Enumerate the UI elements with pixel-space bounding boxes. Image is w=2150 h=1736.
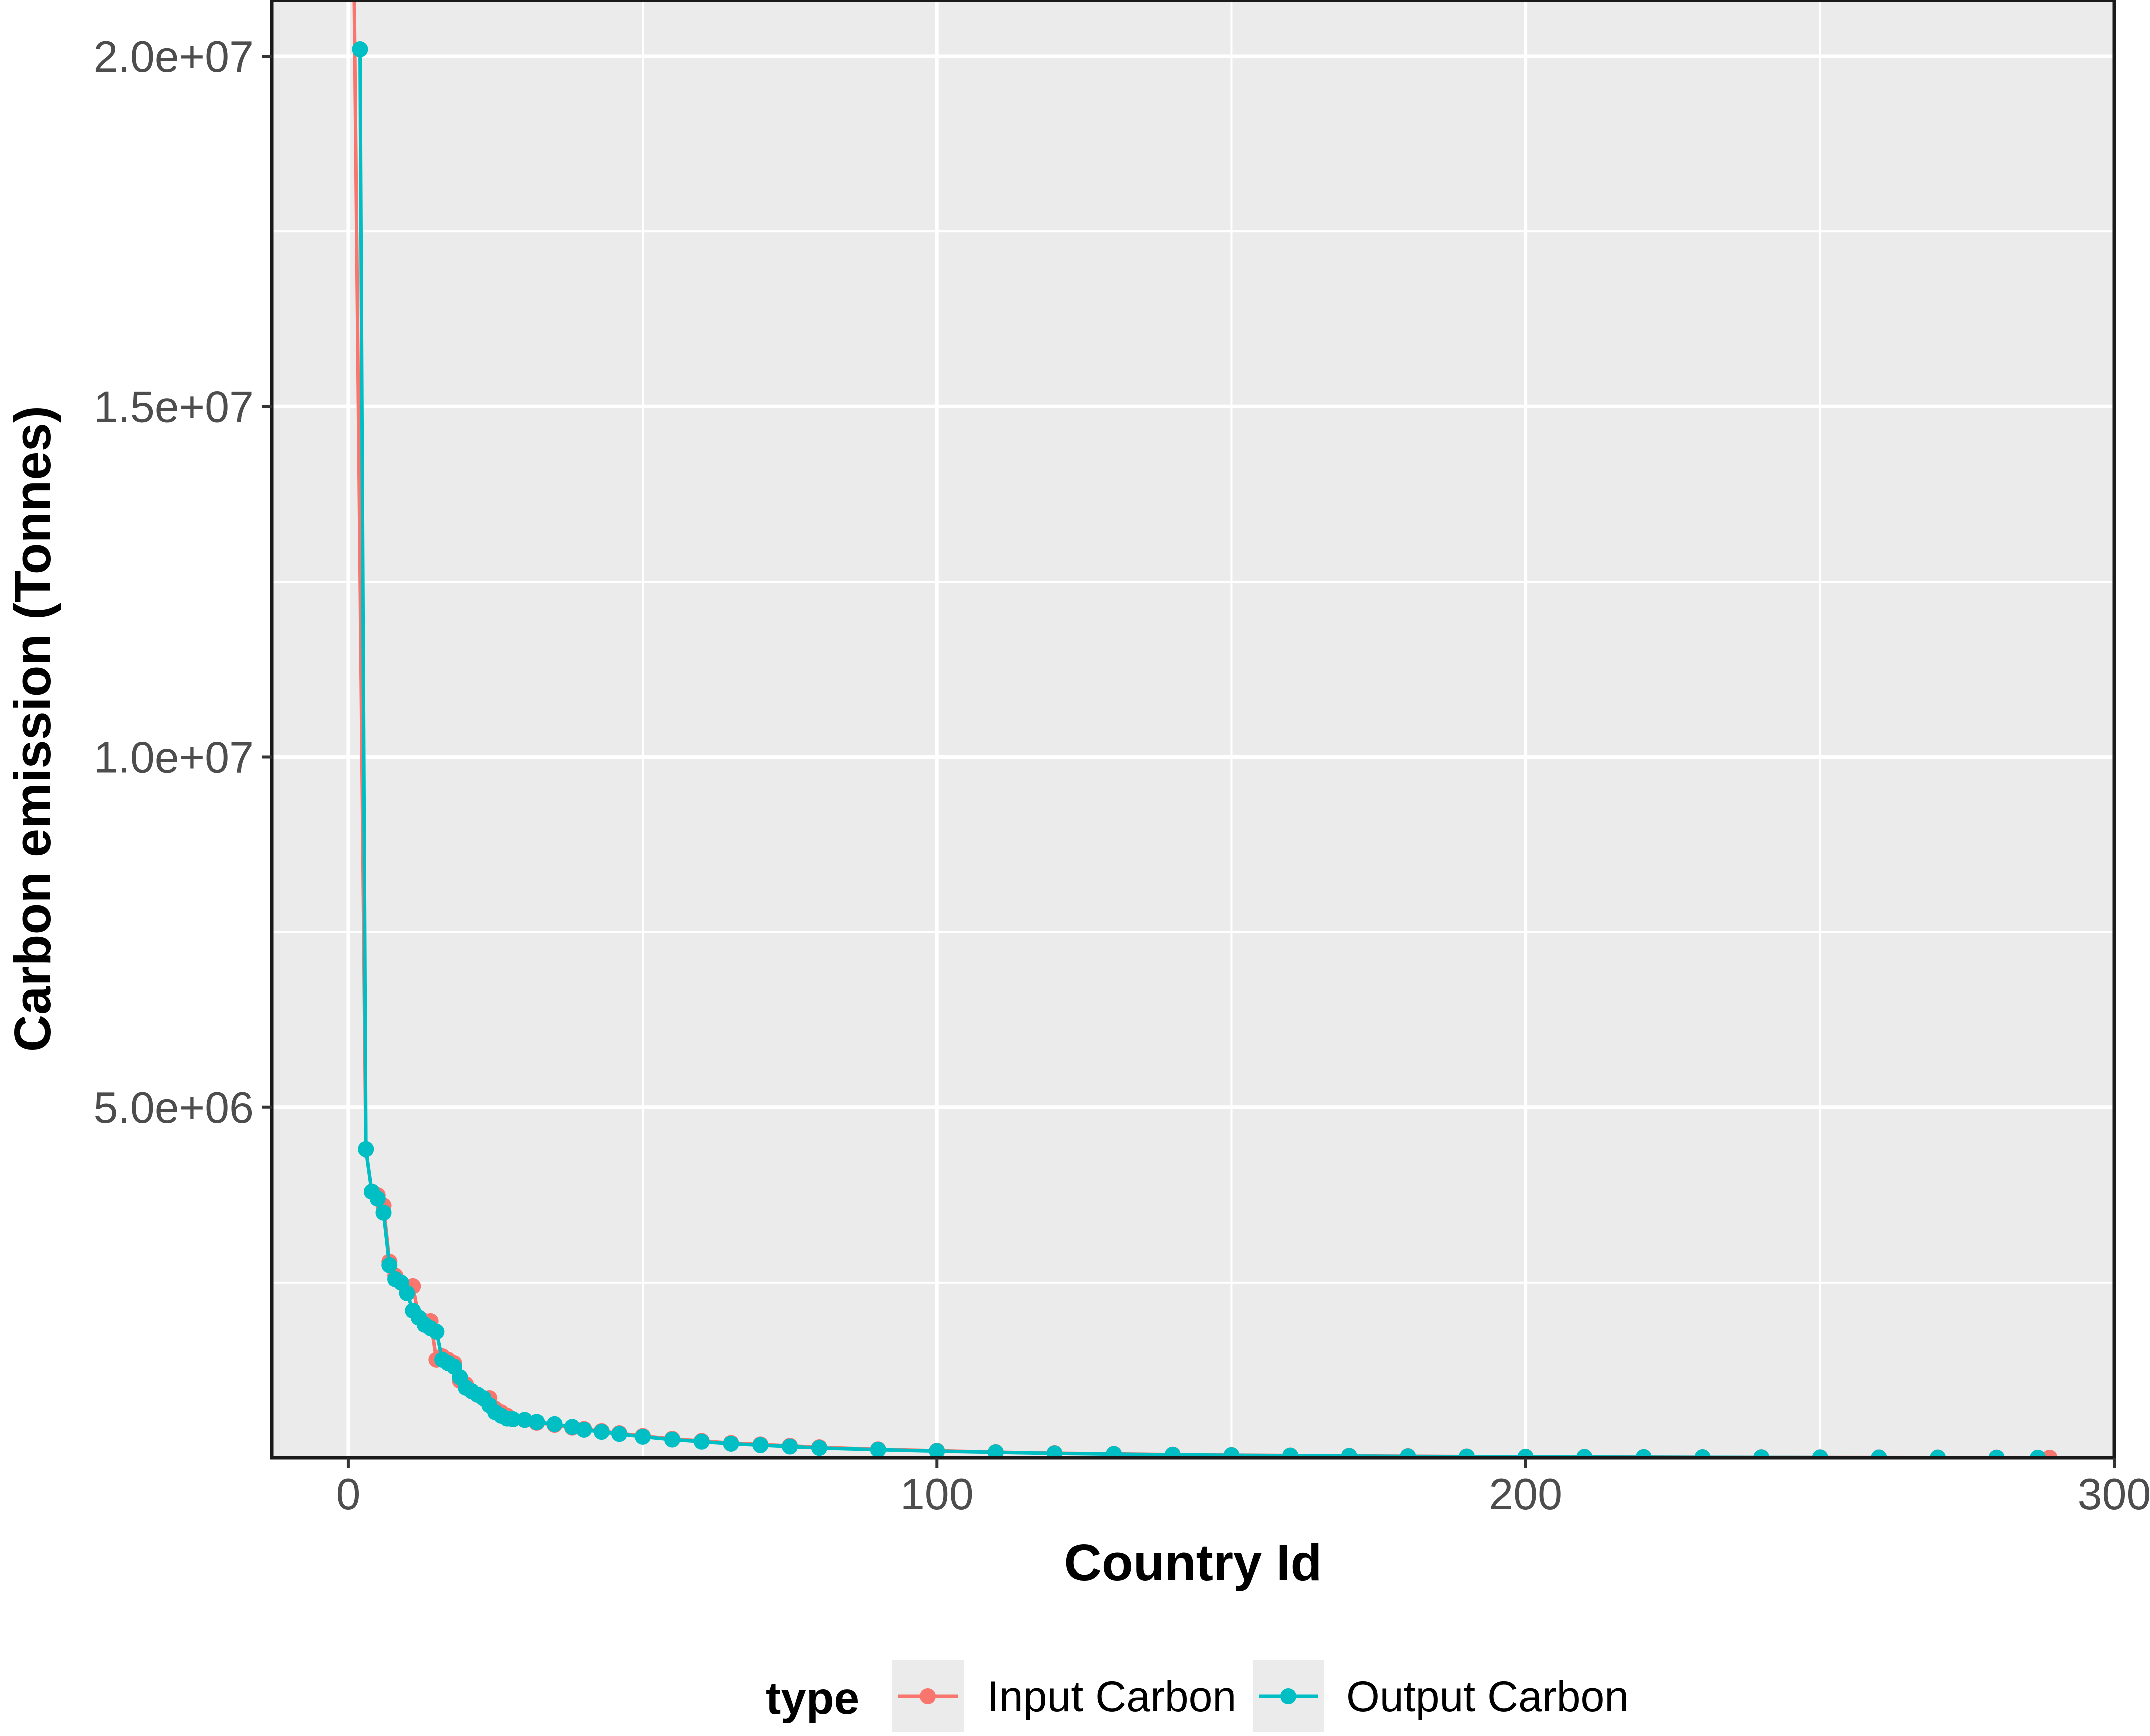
data-point — [929, 1443, 945, 1458]
legend-key-point — [1280, 1688, 1296, 1704]
data-point — [1871, 1449, 1887, 1458]
data-point — [428, 1323, 445, 1340]
x-axis-title: Country Id — [1064, 1534, 1322, 1591]
data-point — [1576, 1449, 1593, 1458]
data-point — [811, 1440, 828, 1456]
data-point — [693, 1433, 710, 1450]
x-tick-label: 0 — [336, 1469, 360, 1519]
data-point — [1282, 1447, 1299, 1458]
axis-ticks — [262, 55, 2116, 1468]
data-point — [369, 1190, 386, 1207]
data-point — [1341, 1448, 1357, 1458]
data-point — [1517, 1449, 1534, 1458]
y-tick-label: 1.0e+07 — [93, 733, 254, 782]
data-point — [1694, 1449, 1711, 1458]
data-point — [1106, 1446, 1122, 1458]
data-point — [611, 1426, 628, 1442]
x-tick-label: 100 — [900, 1469, 974, 1519]
legend-key-output-carbon: Output Carbon — [1253, 1660, 1629, 1732]
data-point — [1930, 1449, 1946, 1458]
data-point — [723, 1435, 739, 1452]
minor-gridlines — [272, 0, 2114, 1458]
data-point — [381, 1257, 398, 1273]
data-point — [375, 1204, 392, 1221]
data-point — [664, 1431, 680, 1448]
y-tick-label: 5.0e+06 — [93, 1083, 254, 1132]
data-point — [528, 1414, 545, 1430]
data-point — [1988, 1449, 2005, 1458]
data-point — [1164, 1446, 1181, 1458]
data-point — [752, 1437, 769, 1453]
data-point — [1635, 1449, 1652, 1458]
data-point — [576, 1421, 592, 1438]
data-point — [593, 1424, 610, 1440]
legend-title: type — [766, 1673, 859, 1724]
data-point — [358, 1141, 374, 1158]
data-point — [870, 1441, 886, 1458]
x-tick-label: 200 — [1489, 1469, 1562, 1519]
data-point — [1459, 1448, 1475, 1458]
data-point — [1046, 1445, 1063, 1458]
data-point — [1812, 1449, 1828, 1458]
data-point — [399, 1285, 415, 1301]
data-point — [782, 1438, 798, 1455]
data-point — [635, 1428, 651, 1445]
y-tick-label: 2.0e+07 — [93, 32, 254, 81]
panel-border — [270, 0, 2116, 1460]
axis-tick-labels: 0 100 200 300 5.0e+06 1.0e+07 1.5e+07 2.0e+07 — [93, 32, 2150, 1519]
y-axis-title: Carbon emission (Tonnes) — [4, 406, 61, 1052]
data-point — [2041, 1449, 2058, 1458]
x-tick-label: 300 — [2078, 1469, 2150, 1519]
data-point — [1223, 1447, 1240, 1458]
legend-keys: Input Carbon Output Carbon — [892, 1660, 1629, 1732]
legend-label: Input Carbon — [987, 1673, 1236, 1721]
data-point — [2030, 1449, 2046, 1458]
legend-label: Output Carbon — [1346, 1673, 1629, 1721]
legend-key-point — [920, 1688, 936, 1704]
data-point — [546, 1416, 563, 1432]
data-point — [352, 41, 368, 58]
data-point — [505, 1411, 521, 1427]
y-tick-label: 1.5e+07 — [93, 382, 254, 431]
data-point — [1400, 1448, 1416, 1458]
legend: type Input Carbon Output Carbon — [766, 1660, 1629, 1732]
data-point — [1753, 1449, 1770, 1458]
panel-background — [272, 0, 2114, 1458]
data-point — [987, 1444, 1004, 1458]
legend-key-input-carbon: Input Carbon — [892, 1660, 1236, 1732]
